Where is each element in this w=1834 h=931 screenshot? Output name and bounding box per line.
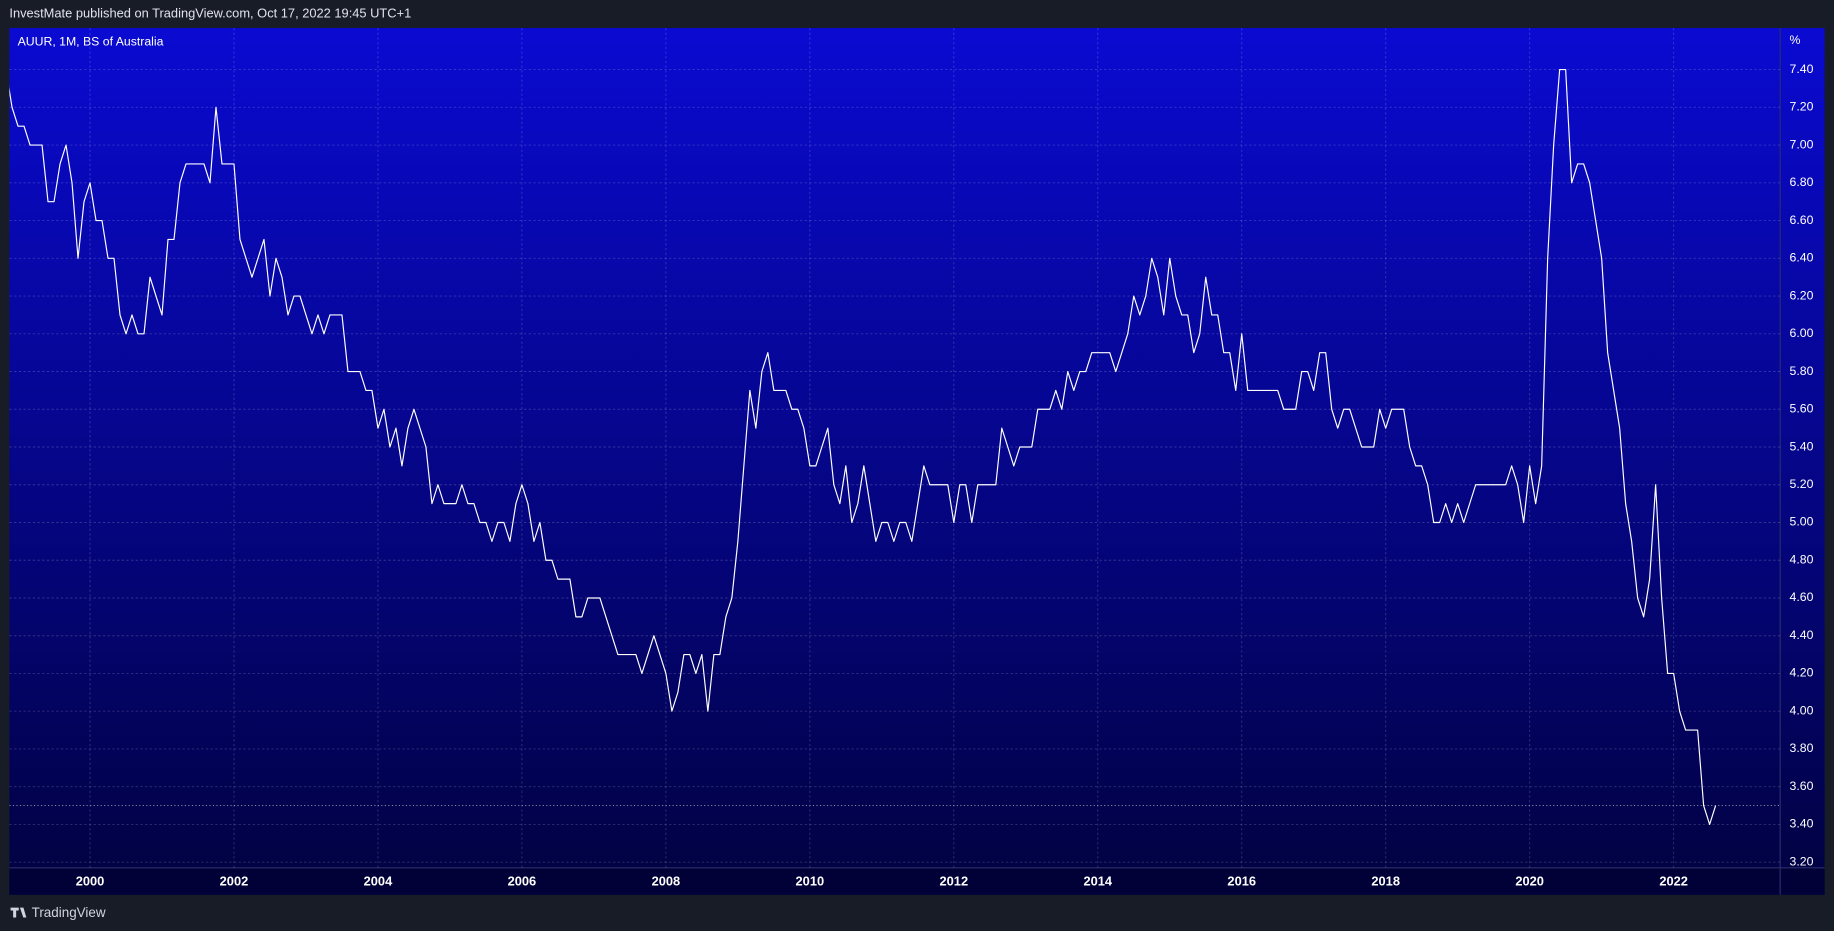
y-tick-label: 7.40 (1790, 62, 1814, 76)
x-tick-label: 2022 (1659, 873, 1688, 888)
y-tick-label: 5.80 (1790, 364, 1814, 378)
x-tick-label: 2018 (1371, 873, 1400, 888)
y-tick-label: 6.60 (1790, 213, 1814, 227)
y-tick-label: 7.20 (1790, 100, 1814, 114)
chart-area (9, 28, 1825, 895)
y-tick-label: 5.20 (1790, 477, 1814, 491)
y-tick-label: 7.00 (1790, 137, 1814, 151)
legend: AUUR, 1M, BS of Australia (18, 34, 164, 48)
y-tick-label: 6.00 (1790, 326, 1814, 340)
x-tick-label: 2020 (1515, 873, 1544, 888)
data-line (9, 69, 1717, 826)
brand-logo (10, 907, 27, 918)
time-axis (9, 867, 1825, 895)
plot-area (9, 69, 1781, 826)
y-tick-label: 3.60 (1790, 779, 1814, 793)
y-tick-label: 3.20 (1790, 854, 1814, 868)
y-tick-label: 4.60 (1790, 590, 1814, 604)
x-tick-label: 2004 (364, 873, 393, 888)
x-tick-label: 2010 (796, 873, 825, 888)
x-tick-label: 2014 (1083, 873, 1112, 888)
brand: TradingView (32, 905, 106, 920)
y-tick-label: 6.80 (1790, 175, 1814, 189)
y-tick-label: 5.60 (1790, 402, 1814, 416)
x-tick-label: 2000 (76, 873, 105, 888)
x-tick-label: 2016 (1227, 873, 1256, 888)
x-tick-label: 2008 (652, 873, 681, 888)
x-tick-label: 2012 (939, 873, 968, 888)
y-tick-label: 4.00 (1790, 703, 1814, 717)
y-tick-label: 3.40 (1790, 817, 1814, 831)
y-tick-label: 5.00 (1790, 515, 1814, 529)
y-tick-label: 4.80 (1790, 552, 1814, 566)
unit-label: % (1790, 33, 1801, 47)
publish-info: InvestMate published on TradingView.com,… (9, 5, 411, 20)
y-tick-label: 3.80 (1790, 741, 1814, 755)
x-tick-label: 2002 (220, 873, 249, 888)
y-tick-label: 6.20 (1790, 288, 1814, 302)
y-tick-label: 6.40 (1790, 251, 1814, 265)
y-tick-label: 5.40 (1790, 439, 1814, 453)
x-tick-label: 2006 (508, 873, 537, 888)
y-tick-label: 4.40 (1790, 628, 1814, 642)
y-tick-label: 4.20 (1790, 666, 1814, 680)
